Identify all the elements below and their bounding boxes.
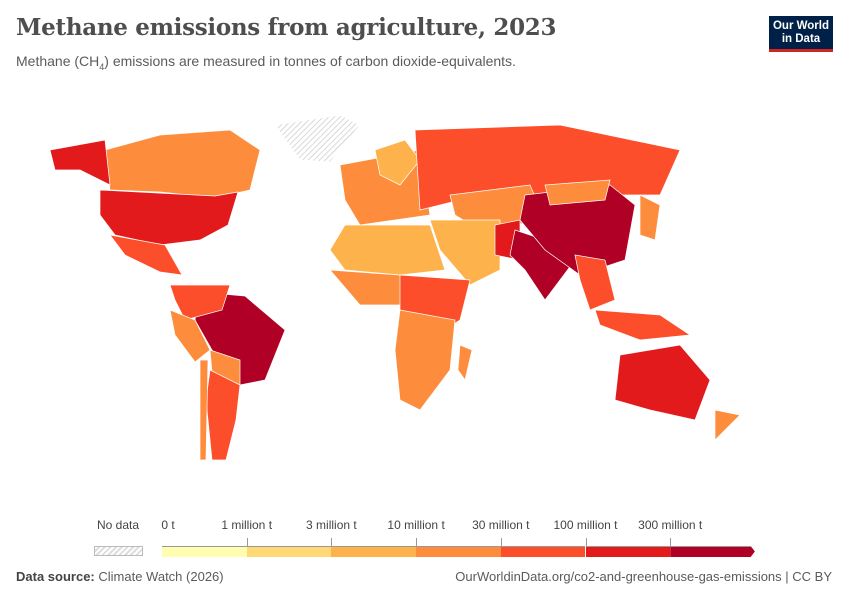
- country-scandinavia[interactable]: [374, 139, 421, 186]
- legend: No data 0 t 1 million t 3 million t 10 mill…: [0, 518, 850, 558]
- country-middle-east[interactable]: [429, 219, 501, 286]
- legend-tick-label: 3 million t: [306, 518, 357, 532]
- logo-line: in Data: [781, 33, 821, 45]
- country-west-africa[interactable]: [329, 269, 406, 306]
- legend-no-data-swatch: [94, 546, 143, 556]
- world-map[interactable]: [0, 100, 850, 500]
- country-argentina[interactable]: [205, 369, 241, 461]
- country-north-africa[interactable]: [329, 224, 446, 276]
- country-colombia-venezuela[interactable]: [169, 284, 231, 321]
- legend-bin[interactable]: [670, 546, 755, 557]
- country-japan[interactable]: [639, 194, 661, 241]
- country-indonesia[interactable]: [594, 309, 692, 341]
- country-mexico[interactable]: [109, 234, 183, 276]
- legend-bin[interactable]: [331, 546, 417, 557]
- country-madagascar[interactable]: [457, 344, 473, 381]
- country-canada[interactable]: [104, 129, 261, 199]
- country-southeast-asia[interactable]: [574, 254, 616, 311]
- legend-tick-label: 100 million t: [553, 518, 618, 532]
- subtitle-subscript: 4: [99, 61, 105, 72]
- legend-tick: [585, 538, 587, 546]
- legend-no-data-label: No data: [96, 518, 140, 532]
- country-mongolia[interactable]: [544, 179, 611, 206]
- legend-tick-label: 0 t: [161, 518, 175, 532]
- chart-subtitle: Methane (CH4) emissions are measured in …: [16, 53, 516, 72]
- legend-tick-label: 1 million t: [221, 518, 273, 532]
- legend-bin[interactable]: [246, 546, 332, 557]
- country-greenland[interactable]: [274, 114, 361, 163]
- country-southern-africa[interactable]: [394, 309, 456, 411]
- legend-bin[interactable]: [585, 546, 671, 557]
- source-value[interactable]: Climate Watch (2026): [98, 569, 224, 584]
- legend-bin[interactable]: [162, 546, 247, 557]
- country-usa[interactable]: [99, 189, 239, 246]
- country-alaska[interactable]: [49, 139, 111, 186]
- source-url[interactable]: OurWorldinData.org/co2-and-greenhouse-ga…: [455, 569, 832, 584]
- legend-tick: [670, 538, 672, 546]
- legend-tick: [416, 538, 418, 546]
- legend-tick: [500, 538, 502, 546]
- subtitle-text: ) emissions are measured in tonnes of ca…: [104, 53, 516, 69]
- legend-bin[interactable]: [500, 546, 586, 557]
- data-source: Data source: Climate Watch (2026): [16, 569, 224, 584]
- owid-logo[interactable]: Our World in Data: [769, 16, 833, 52]
- legend-tick-label: 300 million t: [638, 518, 703, 532]
- legend-tick-label: 30 million t: [472, 518, 530, 532]
- legend-tick: [331, 538, 333, 546]
- legend-tick: [246, 538, 248, 546]
- legend-bin[interactable]: [416, 546, 501, 557]
- country-chile[interactable]: [199, 359, 209, 461]
- logo-line: Our World: [772, 20, 829, 32]
- legend-tick-label: 10 million t: [387, 518, 445, 532]
- subtitle-text: Methane (CH: [16, 53, 100, 69]
- source-label: Data source:: [16, 569, 95, 584]
- country-peru[interactable]: [169, 309, 211, 363]
- country-new-zealand[interactable]: [714, 409, 741, 441]
- chart-title: Methane emissions from agriculture, 2023: [16, 14, 557, 41]
- country-australia[interactable]: [614, 344, 711, 421]
